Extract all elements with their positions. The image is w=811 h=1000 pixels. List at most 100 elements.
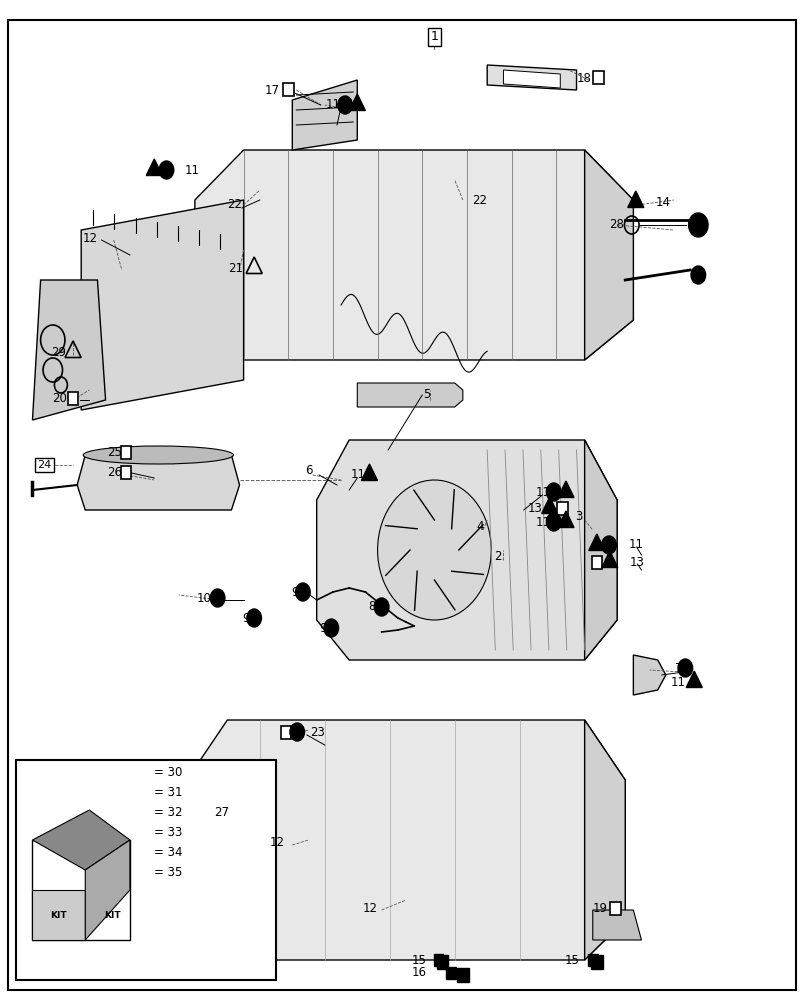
Polygon shape — [77, 455, 239, 510]
Text: 11: 11 — [326, 99, 341, 111]
Polygon shape — [135, 802, 149, 817]
Text: 22: 22 — [472, 194, 487, 207]
Text: 13: 13 — [527, 502, 542, 514]
Circle shape — [337, 96, 352, 114]
Polygon shape — [627, 191, 643, 207]
Bar — [610, 902, 620, 914]
Ellipse shape — [84, 446, 234, 464]
Text: 21: 21 — [229, 261, 243, 274]
Text: 11: 11 — [535, 516, 550, 528]
Circle shape — [247, 609, 261, 627]
Text: 11: 11 — [185, 163, 200, 176]
Text: 14: 14 — [655, 196, 670, 209]
Text: 12: 12 — [269, 836, 284, 848]
Text: 11: 11 — [350, 468, 365, 482]
Polygon shape — [187, 720, 624, 960]
Text: 19: 19 — [592, 902, 607, 914]
Text: 24: 24 — [37, 460, 52, 470]
Bar — [556, 502, 568, 514]
Polygon shape — [541, 497, 557, 514]
Text: 3: 3 — [575, 510, 582, 524]
Text: 9: 9 — [242, 611, 250, 624]
Bar — [16, 760, 276, 980]
Polygon shape — [592, 910, 641, 940]
Circle shape — [601, 536, 616, 554]
Circle shape — [377, 480, 491, 620]
Bar — [590, 556, 602, 568]
Polygon shape — [557, 511, 573, 528]
Bar — [120, 466, 131, 479]
Text: = 30: = 30 — [154, 766, 182, 778]
Text: 29: 29 — [52, 346, 67, 359]
Text: 20: 20 — [52, 391, 67, 404]
Text: 4: 4 — [476, 520, 483, 534]
Polygon shape — [316, 440, 616, 660]
Polygon shape — [588, 534, 604, 550]
Text: 18: 18 — [576, 72, 590, 85]
Bar — [120, 446, 131, 459]
Bar — [136, 846, 148, 858]
Circle shape — [324, 619, 338, 637]
Polygon shape — [601, 551, 617, 568]
Text: 28: 28 — [608, 219, 623, 232]
Polygon shape — [584, 440, 616, 660]
Text: KIT: KIT — [50, 910, 67, 920]
Text: 13: 13 — [629, 556, 643, 568]
Text: = 34: = 34 — [154, 846, 182, 858]
Polygon shape — [357, 383, 462, 407]
Text: = 32: = 32 — [154, 806, 182, 818]
Polygon shape — [584, 720, 624, 960]
Polygon shape — [584, 150, 633, 360]
Bar — [67, 391, 78, 404]
Polygon shape — [32, 890, 85, 940]
Bar — [436, 955, 448, 969]
Circle shape — [546, 513, 560, 531]
Polygon shape — [685, 671, 702, 688]
Polygon shape — [146, 159, 162, 176]
Text: 11: 11 — [670, 676, 684, 688]
Polygon shape — [32, 810, 130, 870]
Text: 6: 6 — [305, 464, 312, 477]
Polygon shape — [195, 150, 633, 360]
Polygon shape — [292, 80, 357, 150]
Bar — [590, 955, 602, 969]
Circle shape — [546, 483, 560, 501]
Text: 15: 15 — [564, 954, 579, 966]
Text: 10: 10 — [196, 591, 211, 604]
Text: 5: 5 — [423, 388, 430, 401]
Text: 8: 8 — [368, 600, 375, 613]
Bar — [457, 968, 468, 982]
Text: 11: 11 — [535, 486, 550, 498]
Text: = 31: = 31 — [154, 786, 182, 798]
Text: 9: 9 — [320, 621, 327, 635]
Text: 27: 27 — [214, 806, 229, 818]
Polygon shape — [557, 481, 573, 497]
Circle shape — [159, 161, 174, 179]
Circle shape — [374, 598, 388, 616]
Text: 15: 15 — [411, 954, 426, 966]
Bar — [587, 954, 597, 966]
Circle shape — [295, 583, 310, 601]
Text: 12: 12 — [83, 232, 97, 244]
Text: = 35: = 35 — [154, 865, 182, 879]
Text: 12: 12 — [363, 902, 377, 914]
Polygon shape — [633, 655, 665, 695]
Text: KIT: KIT — [104, 910, 120, 920]
Bar — [592, 71, 603, 84]
Polygon shape — [487, 65, 576, 90]
Text: = 33: = 33 — [154, 826, 182, 838]
Bar — [445, 967, 455, 979]
Polygon shape — [361, 464, 377, 480]
Text: 7: 7 — [674, 662, 681, 674]
Text: 26: 26 — [107, 466, 122, 480]
Text: 25: 25 — [107, 446, 122, 460]
Circle shape — [290, 723, 304, 741]
Polygon shape — [85, 840, 130, 940]
Text: 22: 22 — [227, 198, 242, 212]
Circle shape — [210, 589, 225, 607]
Bar — [280, 726, 290, 738]
Bar — [433, 954, 443, 966]
Text: 1: 1 — [430, 30, 438, 43]
Text: 17: 17 — [265, 84, 280, 97]
Polygon shape — [503, 70, 560, 88]
